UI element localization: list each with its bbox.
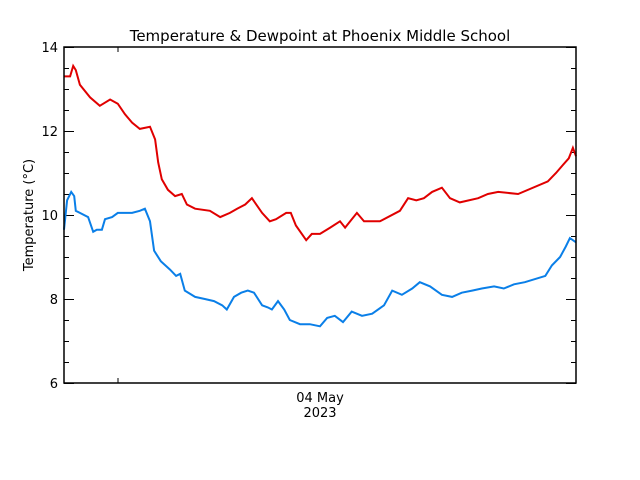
- x-tick-label-date: 04 May: [296, 391, 344, 406]
- y-axis-ticks: [64, 47, 576, 384]
- plot-frame: [63, 46, 577, 384]
- y-tick-label-14: 14: [41, 41, 58, 56]
- y-tick-label-6: 6: [50, 377, 58, 392]
- y-tick-label-8: 8: [50, 293, 58, 308]
- y-tick-label-12: 12: [41, 125, 58, 140]
- y-tick-label-10: 10: [41, 209, 58, 224]
- temperature-line: [64, 63, 577, 242]
- dewpoint-line: [63, 189, 577, 328]
- y-axis-label: Temperature (°C): [22, 159, 37, 272]
- chart-title: Temperature & Dewpoint at Phoenix Middle…: [129, 27, 511, 45]
- x-tick-label-year: 2023: [303, 406, 336, 421]
